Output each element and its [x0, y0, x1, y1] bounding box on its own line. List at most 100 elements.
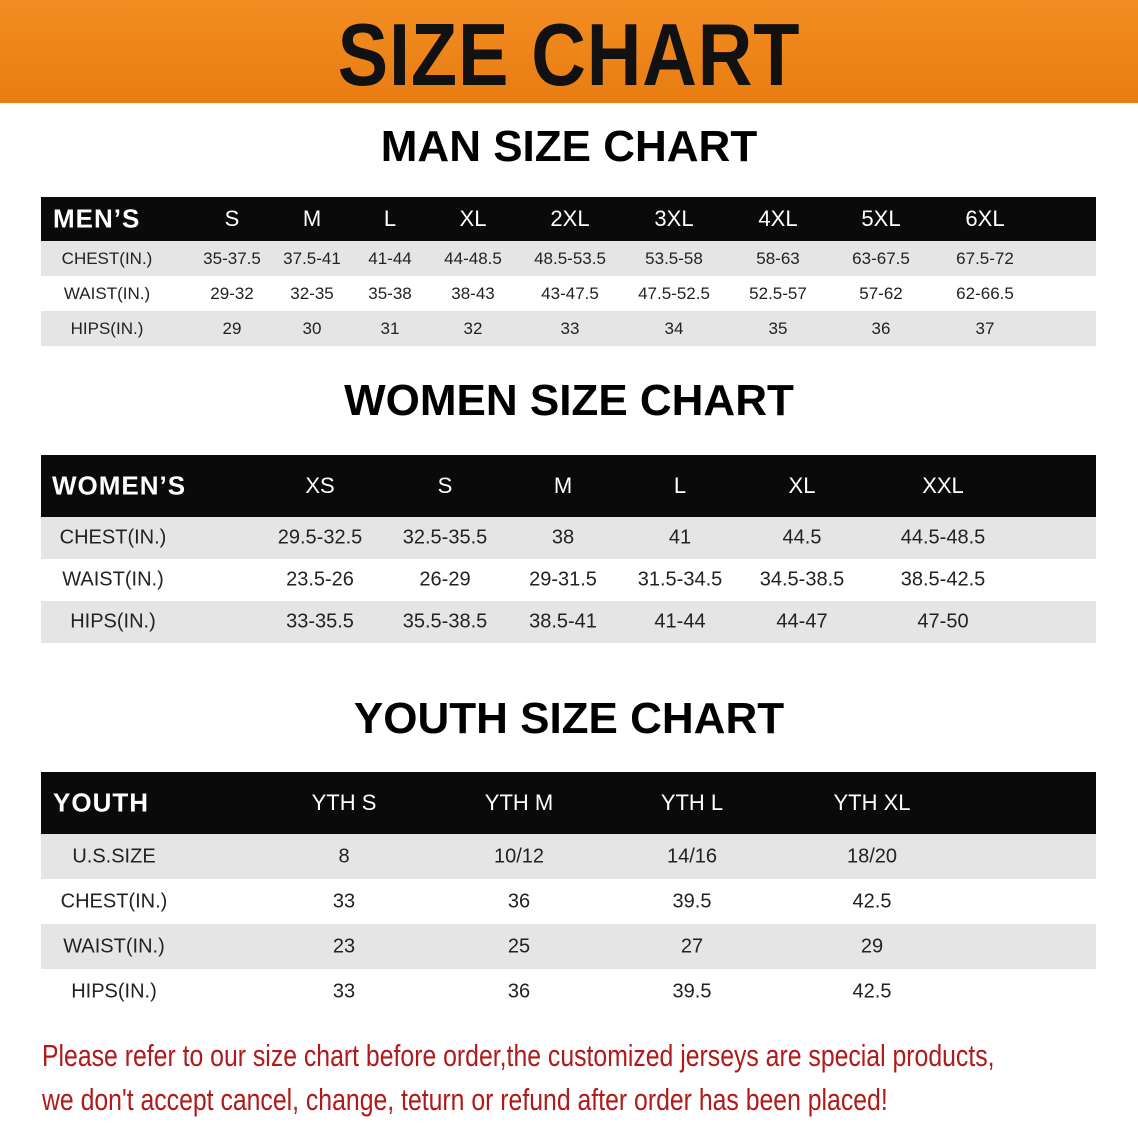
size-header: YTH M: [484, 790, 554, 815]
table-row: HIPS(IN.) 29 30 31 32 33 34 35 36 37: [41, 311, 1096, 346]
measurement-value: 10/12: [493, 845, 545, 867]
measurement-value: 62-66.5: [956, 283, 1014, 303]
measurement-value: 38.5-42.5: [900, 568, 986, 591]
youth-section-title: YOUTH SIZE CHART: [353, 694, 785, 743]
size-header: 3XL: [654, 206, 694, 231]
youth-header-row: YOUTH YTH S YTH M YTH L YTH XL: [41, 772, 1096, 834]
measurement-value: 44.5: [782, 526, 822, 549]
measurement-value: 41-44: [368, 248, 412, 268]
measurement-value: 36: [507, 890, 531, 912]
measurement-value: 47.5-52.5: [638, 283, 710, 303]
measurement-value: 38.5-41: [529, 610, 597, 633]
table-row: U.S.SIZE 8 10/12 14/16 18/20: [41, 834, 1096, 879]
size-header: XL: [788, 473, 816, 498]
measurement-label: CHEST(IN.): [59, 526, 167, 549]
size-header: YTH XL: [833, 790, 911, 815]
measurement-value: 38: [551, 526, 575, 549]
size-header: S: [224, 206, 240, 231]
measurement-value: 47-50: [917, 610, 969, 633]
measurement-value: 8: [338, 845, 350, 867]
measurement-value: 42.5: [852, 890, 892, 912]
table-row: CHEST(IN.) 35-37.5 37.5-41 41-44 44-48.5 48.5…: [41, 241, 1096, 276]
measurement-label: HIPS(IN.): [70, 318, 144, 338]
measurement-value: 37.5-41: [283, 248, 341, 268]
table-row: WAIST(IN.) 29-32 32-35 35-38 38-43 43-47.5 47.…: [41, 276, 1096, 311]
measurement-label: U.S.SIZE: [72, 845, 156, 867]
measurement-value: 26-29: [419, 568, 471, 591]
men-size-table: MEN’S S M L XL 2XL 3XL 4XL 5XL 6XL CHEST(IN.) 35-37…: [41, 197, 1096, 346]
size-header: 4XL: [758, 206, 798, 231]
measurement-value: 35-37.5: [203, 248, 261, 268]
size-header: 5XL: [861, 206, 901, 231]
measurement-value: 41: [668, 526, 692, 549]
men-header-row: MEN’S S M L XL 2XL 3XL 4XL 5XL 6XL: [41, 197, 1096, 241]
measurement-value: 63-67.5: [852, 248, 910, 268]
table-row: CHEST(IN.) 33 36 39.5 42.5: [41, 879, 1096, 924]
measurement-value: 32: [463, 318, 483, 338]
measurement-value: 35.5-38.5: [402, 610, 488, 633]
measurement-value: 33: [332, 890, 356, 912]
size-header: XL: [459, 206, 487, 231]
measurement-value: 30: [302, 318, 322, 338]
youth-size-table: YOUTH YTH S YTH M YTH L YTH XL U.S.SIZE 8 10/12…: [41, 772, 1096, 1014]
table-row: WAIST(IN.) 23.5-26 26-29 29-31.5 31.5-34.5 34…: [41, 559, 1096, 601]
measurement-value: 58-63: [756, 248, 800, 268]
size-header: YTH S: [311, 790, 377, 815]
measurement-value: 14/16: [666, 845, 718, 867]
measurement-value: 41-44: [654, 610, 706, 633]
measurement-value: 18/20: [846, 845, 898, 867]
measurement-value: 31.5-34.5: [637, 568, 723, 591]
measurement-label: HIPS(IN.): [71, 980, 157, 1002]
measurement-value: 33: [332, 980, 356, 1002]
measurement-value: 34.5-38.5: [759, 568, 845, 591]
notice-line-1: Please refer to our size chart before or…: [42, 1038, 995, 1073]
notice-line-2: we don't accept cancel, change, teturn o…: [42, 1082, 888, 1117]
table-row: WAIST(IN.) 23 25 27 29: [41, 924, 1096, 969]
women-header-row: WOMEN’S XS S M L XL XXL: [41, 455, 1096, 517]
header-title: WOMEN’S: [52, 470, 187, 501]
table-row: HIPS(IN.) 33 36 39.5 42.5: [41, 969, 1096, 1014]
women-size-table: WOMEN’S XS S M L XL XXL CHEST(IN.) 29.5-32.5 32.5…: [41, 455, 1096, 643]
measurement-value: 25: [507, 935, 531, 957]
header-title: MEN’S: [53, 203, 141, 234]
measurement-value: 29: [222, 318, 242, 338]
measurement-value: 29: [860, 935, 884, 957]
measurement-value: 35: [768, 318, 788, 338]
measurement-value: 29.5-32.5: [277, 526, 363, 549]
measurement-value: 33: [560, 318, 580, 338]
measurement-value: 32-35: [290, 283, 334, 303]
size-header: XS: [305, 473, 335, 498]
measurement-label: WAIST(IN.): [62, 568, 164, 591]
measurement-label: HIPS(IN.): [70, 610, 156, 633]
measurement-value: 27: [680, 935, 704, 957]
measurement-value: 44-48.5: [444, 248, 502, 268]
measurement-value: 31: [380, 318, 400, 338]
measurement-value: 33-35.5: [286, 610, 354, 633]
banner: SIZE CHART: [0, 0, 1138, 104]
measurement-value: 52.5-57: [749, 283, 807, 303]
size-header: L: [673, 473, 687, 498]
banner-title: SIZE CHART: [337, 5, 801, 104]
measurement-label: CHEST(IN.): [61, 248, 153, 268]
measurement-value: 29-32: [210, 283, 254, 303]
measurement-label: CHEST(IN.): [60, 890, 168, 912]
header-title: YOUTH: [53, 787, 149, 818]
size-header: 2XL: [550, 206, 590, 231]
table-row: CHEST(IN.) 29.5-32.5 32.5-35.5 38 41 44.5 44.5…: [41, 517, 1096, 559]
size-header: YTH L: [660, 790, 724, 815]
measurement-value: 35-38: [368, 283, 412, 303]
measurement-value: 57-62: [859, 283, 903, 303]
table-row: HIPS(IN.) 33-35.5 35.5-38.5 38.5-41 41-44 44-…: [41, 601, 1096, 643]
measurement-value: 42.5: [852, 980, 892, 1002]
size-header: XXL: [922, 473, 964, 498]
measurement-label: WAIST(IN.): [63, 283, 151, 303]
measurement-value: 34: [664, 318, 684, 338]
size-header: M: [302, 206, 322, 231]
measurement-value: 36: [507, 980, 531, 1002]
size-header: S: [437, 473, 453, 498]
size-header: M: [553, 473, 573, 498]
measurement-value: 39.5: [672, 980, 712, 1002]
measurement-value: 39.5: [672, 890, 712, 912]
measurement-value: 38-43: [451, 283, 495, 303]
measurement-value: 23.5-26: [286, 568, 354, 591]
